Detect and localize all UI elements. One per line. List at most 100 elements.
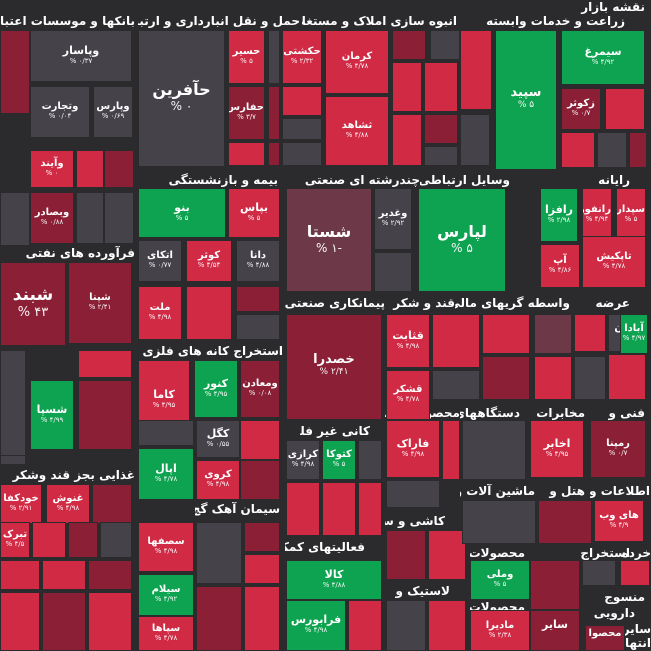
stock-tile[interactable]: وملی ۵ % (470, 560, 530, 600)
stock-tile[interactable]: وغدیر ۲/۹۲ % (374, 188, 412, 250)
stock-tile[interactable]: آبادا ۴/۹۷ % (620, 314, 648, 354)
stock-tile[interactable] (244, 554, 280, 584)
stock-tile[interactable]: اپال ۴/۷۸ % (138, 448, 194, 500)
stock-tile[interactable] (538, 500, 592, 544)
stock-tile[interactable]: وپاسار ۰/۳۷ % (30, 30, 132, 82)
stock-tile[interactable]: دانا ۴/۸۸ % (236, 240, 280, 282)
stock-tile[interactable]: وتجارت ۰/۰۴ % (30, 86, 90, 138)
stock-tile[interactable]: تبرک ۴/۵ % (0, 522, 30, 558)
stock-tile[interactable] (244, 522, 280, 552)
stock-tile[interactable]: وآیند ۰ % (30, 150, 74, 188)
stock-tile[interactable]: کتوکا ۵ % (322, 440, 356, 480)
stock-tile[interactable] (282, 118, 322, 140)
stock-tile[interactable] (240, 460, 280, 500)
stock-tile[interactable] (88, 592, 132, 651)
stock-tile[interactable]: تاپکیش ۴/۷۸ % (582, 236, 646, 288)
stock-tile[interactable] (574, 356, 606, 400)
stock-tile[interactable]: سیمرغ ۴/۹۲ % (561, 30, 645, 85)
stock-tile[interactable] (78, 380, 132, 450)
stock-tile[interactable]: حکشتی ۲/۳۲ % (282, 30, 322, 84)
stock-tile[interactable] (322, 482, 356, 536)
stock-tile[interactable]: فرابورس ۴/۹۸ % (286, 600, 346, 651)
stock-tile[interactable] (574, 314, 606, 352)
stock-tile[interactable]: سایر (530, 610, 580, 651)
stock-tile[interactable] (608, 354, 646, 400)
stock-tile[interactable] (432, 370, 480, 400)
stock-tile[interactable]: حفارس ۳/۷ % (228, 86, 265, 140)
stock-tile[interactable] (42, 592, 86, 651)
stock-tile[interactable] (534, 356, 572, 400)
stock-tile[interactable] (386, 530, 426, 580)
stock-tile[interactable]: بپاس ۵ % (228, 188, 280, 238)
stock-tile[interactable] (629, 132, 647, 168)
stock-tile[interactable] (392, 62, 422, 112)
stock-tile[interactable] (561, 132, 595, 168)
stock-tile[interactable] (424, 146, 458, 166)
stock-tile[interactable]: قشکر ۴/۷۸ % (386, 370, 430, 420)
stock-tile[interactable] (236, 286, 280, 312)
stock-tile[interactable] (0, 192, 30, 246)
stock-tile[interactable]: رانفور ۴/۹۴ % (582, 188, 612, 242)
stock-tile[interactable] (534, 314, 572, 354)
stock-tile[interactable]: ومعادن ۰/۰۸ % (240, 360, 280, 418)
stock-tile[interactable] (76, 192, 104, 244)
stock-tile[interactable] (460, 30, 492, 110)
stock-tile[interactable] (358, 440, 382, 480)
stock-tile[interactable] (0, 30, 30, 114)
stock-tile[interactable]: سپاها ۴/۷۸ % (138, 616, 194, 651)
stock-tile[interactable]: کگل ۰/۵۵ % (196, 420, 240, 458)
stock-tile[interactable]: حسیر ۵ % (228, 30, 265, 84)
stock-tile[interactable] (374, 252, 412, 292)
stock-tile[interactable]: شپنا ۲/۴۱ % (68, 262, 132, 344)
stock-tile[interactable] (268, 142, 280, 166)
stock-tile[interactable] (100, 522, 132, 558)
stock-tile[interactable] (482, 314, 530, 354)
stock-tile[interactable]: غنوش ۴/۹۸ % (46, 484, 90, 524)
stock-tile[interactable] (358, 482, 382, 536)
stock-tile[interactable] (392, 30, 426, 60)
stock-tile[interactable] (0, 592, 40, 651)
stock-tile[interactable] (482, 356, 530, 400)
stock-tile[interactable] (42, 560, 86, 590)
stock-tile[interactable] (92, 484, 132, 524)
stock-tile[interactable] (268, 30, 280, 84)
stock-tile[interactable] (432, 314, 480, 368)
stock-tile[interactable]: کروی ۴/۹۸ % (196, 460, 240, 500)
stock-tile[interactable] (430, 30, 460, 60)
stock-tile[interactable] (196, 522, 242, 584)
stock-tile[interactable] (460, 114, 490, 166)
stock-tile[interactable]: آپ ۴/۸۶ % (540, 244, 580, 288)
stock-tile[interactable]: وبصادر ۰/۸۸ % (30, 192, 74, 244)
stock-tile[interactable] (282, 86, 322, 116)
stock-tile[interactable] (582, 560, 616, 586)
stock-tile[interactable]: سپید ۵ % (495, 30, 557, 170)
stock-tile[interactable] (0, 560, 40, 590)
stock-tile[interactable]: رمپنا ۰/۷ % (590, 420, 646, 478)
stock-tile[interactable] (605, 88, 645, 130)
stock-tile[interactable]: ثشاهد ۴/۸۸ % (325, 96, 389, 166)
stock-tile[interactable] (386, 480, 440, 508)
stock-tile[interactable]: لپارس ۵ % (418, 188, 506, 292)
stock-tile[interactable] (424, 62, 458, 112)
stock-tile[interactable]: کنور ۴/۹۵ % (194, 360, 238, 418)
stock-tile[interactable]: خصدرا ۲/۴۱ % (286, 314, 382, 420)
stock-tile[interactable] (88, 560, 132, 590)
stock-tile[interactable]: ملت ۴/۹۸ % (138, 286, 182, 340)
stock-tile[interactable] (76, 150, 104, 188)
stock-tile[interactable]: کرمان ۴/۷۸ % (325, 30, 389, 94)
stock-tile[interactable] (228, 142, 265, 166)
stock-tile[interactable] (104, 192, 134, 244)
stock-tile[interactable] (32, 522, 66, 558)
stock-tile[interactable] (428, 530, 466, 580)
stock-tile[interactable]: اخابر ۴/۹۵ % (530, 420, 584, 478)
stock-tile[interactable] (282, 142, 322, 166)
stock-tile[interactable]: شسپا ۴/۹۹ % (30, 380, 74, 450)
stock-tile[interactable] (138, 420, 194, 446)
stock-tile[interactable]: مادیرا ۲/۳۸ % (470, 610, 530, 651)
stock-tile[interactable] (597, 132, 627, 168)
stock-tile[interactable] (530, 560, 580, 610)
stock-tile[interactable]: کرازی ۴/۹۸ % (286, 440, 320, 480)
stock-tile[interactable] (78, 350, 132, 378)
stock-tile[interactable]: سصفها ۴/۹۸ % (138, 522, 194, 572)
stock-tile[interactable] (386, 600, 426, 651)
